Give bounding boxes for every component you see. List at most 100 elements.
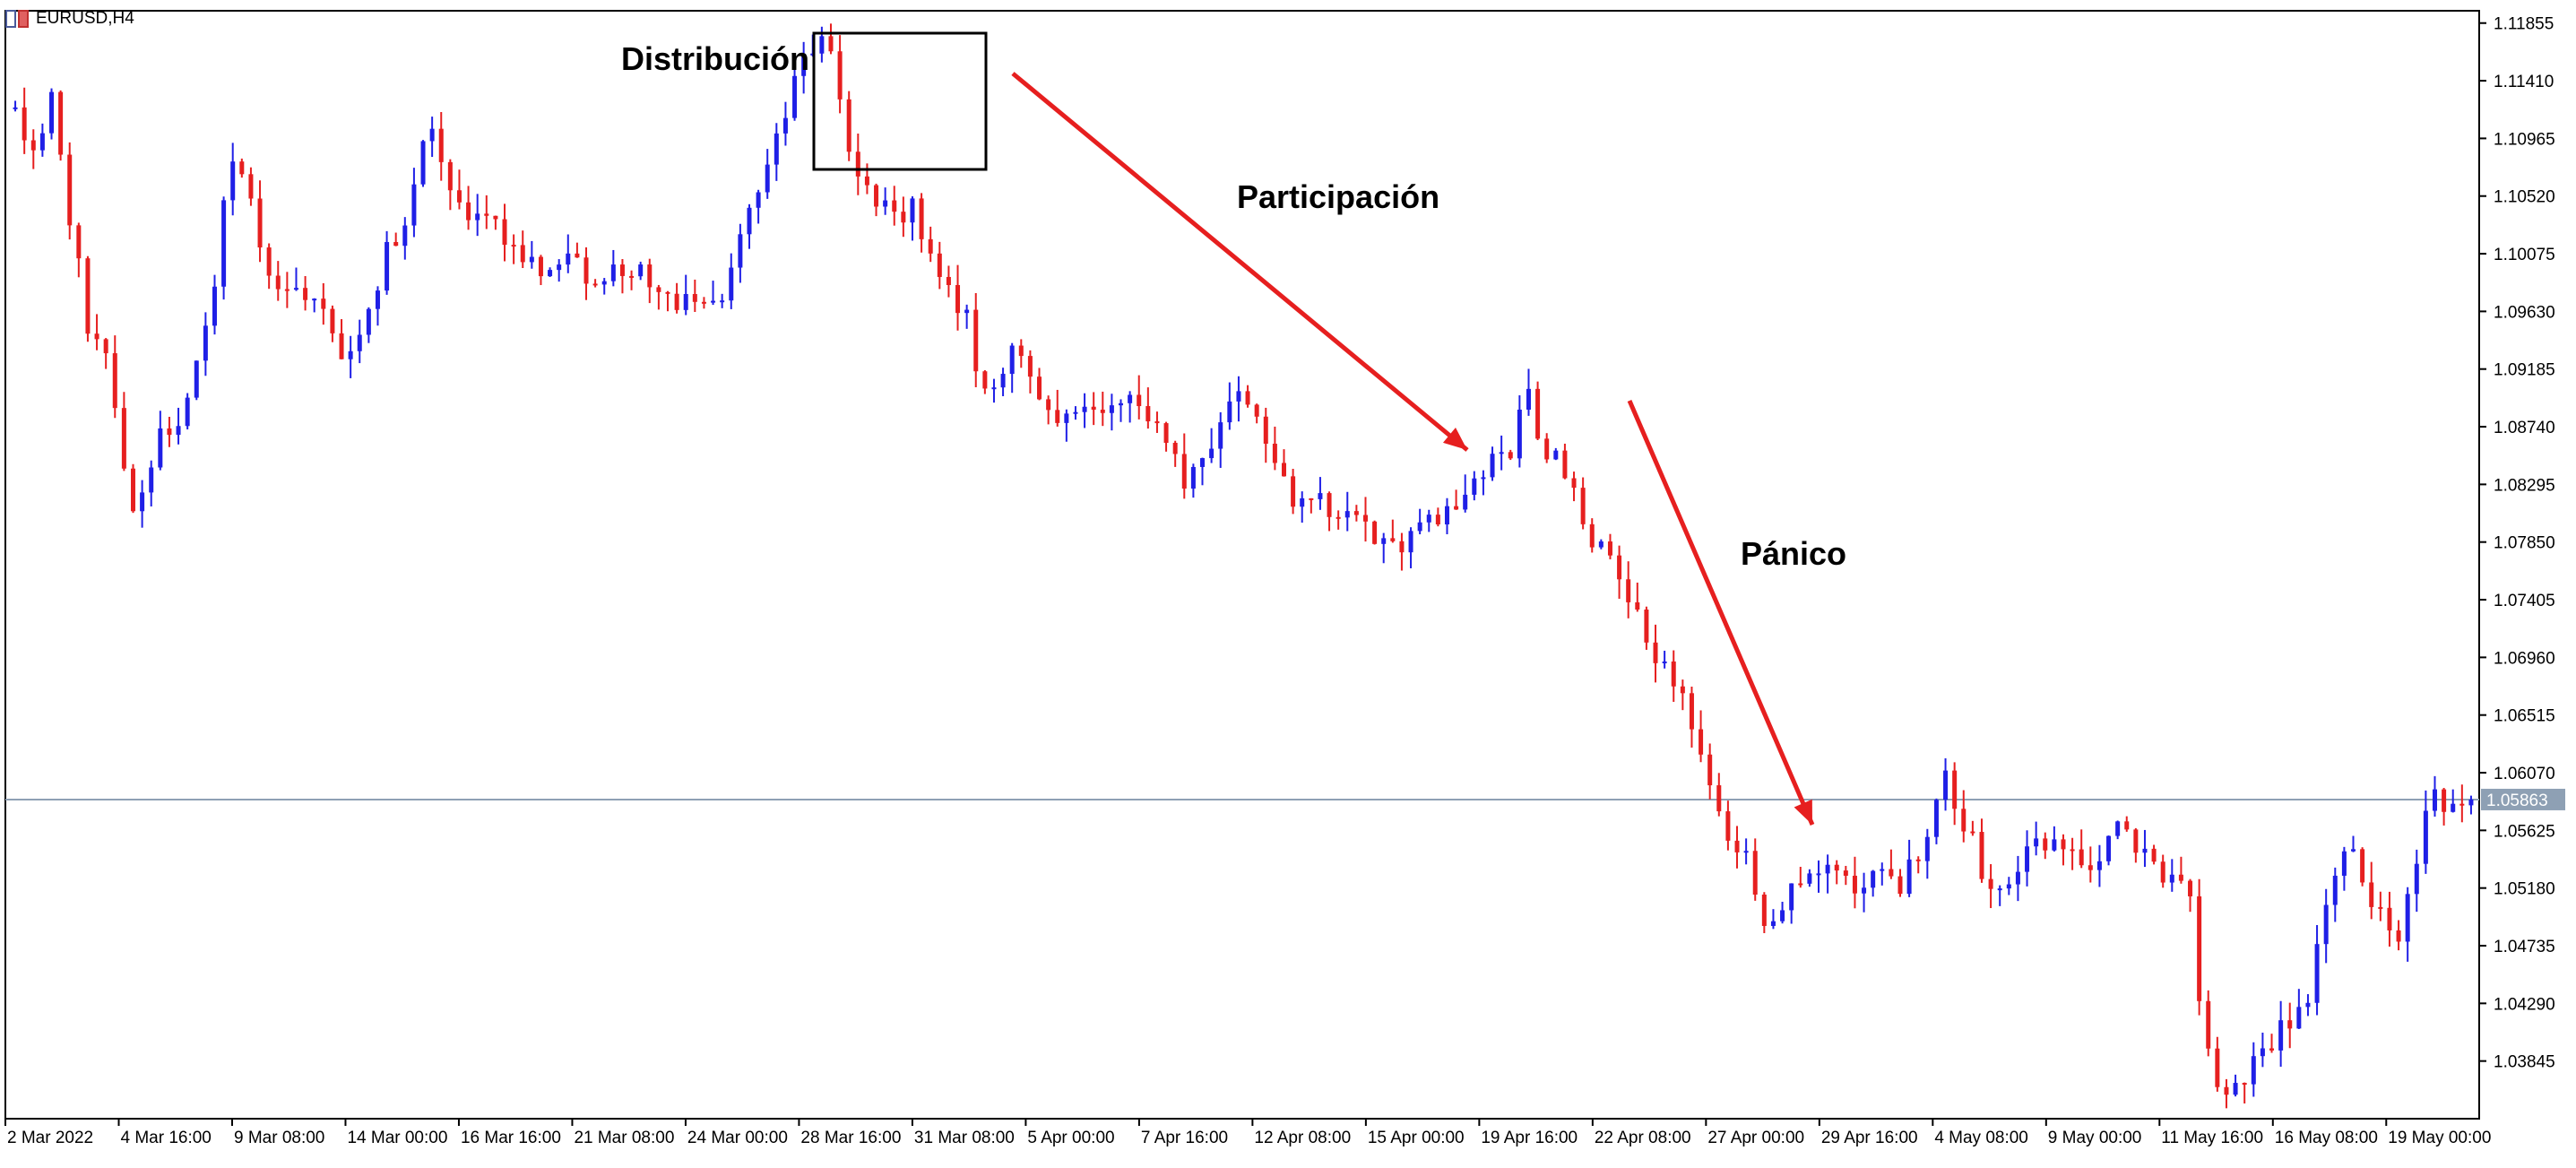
candle-body bbox=[230, 161, 236, 201]
x-tick-label: 19 May 00:00 bbox=[2388, 1129, 2491, 1147]
x-tick-label: 31 Mar 08:00 bbox=[914, 1129, 1015, 1147]
candle bbox=[2169, 859, 2174, 892]
panic-arrow[interactable] bbox=[1627, 400, 1815, 826]
candle bbox=[456, 169, 462, 210]
candle bbox=[1318, 477, 1323, 510]
candle bbox=[2468, 795, 2474, 815]
candle-body bbox=[1662, 661, 1667, 663]
candle bbox=[774, 123, 779, 181]
candle-body bbox=[1100, 410, 1105, 413]
candle bbox=[1716, 773, 1722, 817]
candle bbox=[2224, 1078, 2229, 1109]
candle bbox=[22, 87, 27, 154]
candle bbox=[1000, 368, 1006, 396]
candle-body bbox=[1209, 448, 1215, 459]
candle-body bbox=[583, 257, 589, 284]
candle bbox=[475, 194, 480, 237]
candle bbox=[1617, 545, 1622, 599]
candle bbox=[1145, 387, 1151, 429]
candle bbox=[1689, 686, 1694, 748]
candle-body bbox=[1871, 870, 1876, 888]
x-tick-label: 21 Mar 08:00 bbox=[574, 1129, 674, 1147]
candle-body bbox=[910, 198, 915, 223]
candle bbox=[1834, 860, 1839, 885]
candle bbox=[1435, 507, 1440, 527]
candle-body bbox=[982, 371, 988, 389]
y-tick-label: 1.08295 bbox=[2494, 476, 2555, 495]
candle-body bbox=[13, 107, 18, 109]
candle bbox=[76, 222, 82, 278]
candle bbox=[738, 223, 743, 283]
candle bbox=[1725, 800, 1731, 851]
candle bbox=[1463, 474, 1468, 513]
candle-body bbox=[94, 333, 99, 340]
candle bbox=[1789, 883, 1794, 924]
chart-window-icon[interactable] bbox=[5, 8, 30, 30]
candle-body bbox=[919, 198, 924, 239]
x-tick-label: 24 Mar 00:00 bbox=[687, 1129, 788, 1147]
distribution-box[interactable] bbox=[812, 31, 988, 171]
candle-body bbox=[2025, 846, 2030, 872]
candle bbox=[348, 335, 353, 378]
x-tick-label: 4 May 08:00 bbox=[1934, 1129, 2028, 1147]
candle-body bbox=[112, 353, 117, 409]
candle bbox=[2034, 821, 2039, 856]
x-tick-label: 27 Apr 00:00 bbox=[1707, 1129, 1804, 1147]
candle bbox=[2197, 878, 2202, 1016]
candle bbox=[1499, 435, 1504, 471]
candle bbox=[1454, 489, 1459, 510]
participation-arrow[interactable] bbox=[1011, 72, 1469, 452]
candle-body bbox=[266, 247, 272, 276]
candle-body bbox=[2260, 1048, 2265, 1057]
candle bbox=[221, 196, 227, 300]
candle-body bbox=[1943, 770, 1949, 800]
candle-body bbox=[2043, 838, 2048, 851]
candle-body bbox=[330, 308, 335, 333]
candle bbox=[2459, 784, 2465, 823]
candle-body bbox=[2115, 821, 2121, 836]
candle-body bbox=[1372, 521, 1378, 544]
candle bbox=[575, 242, 580, 258]
candle-body bbox=[167, 428, 172, 436]
candle-body bbox=[1707, 754, 1713, 786]
candle-body bbox=[2142, 848, 2148, 853]
candle bbox=[1906, 839, 1912, 897]
candle bbox=[801, 41, 807, 94]
candle bbox=[2215, 1036, 2220, 1092]
candle bbox=[275, 261, 281, 301]
candle bbox=[1580, 477, 1586, 530]
candle-body bbox=[1807, 873, 1812, 884]
candle-body bbox=[1481, 477, 1486, 480]
candle-body bbox=[2433, 789, 2438, 811]
candle bbox=[140, 480, 145, 528]
candle-body bbox=[674, 293, 679, 310]
y-tick-label: 1.06960 bbox=[2494, 649, 2555, 668]
candle bbox=[1961, 790, 1967, 843]
candle-body bbox=[2414, 863, 2419, 895]
candle-body bbox=[1082, 406, 1087, 412]
candle bbox=[1408, 527, 1413, 568]
candle-body bbox=[484, 213, 489, 216]
candle-body bbox=[221, 200, 227, 287]
candle-body bbox=[1009, 345, 1015, 375]
candle bbox=[185, 393, 190, 430]
candle bbox=[2188, 878, 2193, 913]
candle-body bbox=[393, 242, 399, 247]
candle bbox=[2151, 844, 2157, 865]
candle bbox=[48, 88, 54, 140]
candle bbox=[2269, 1034, 2275, 1053]
candle bbox=[1472, 471, 1477, 501]
x-tick-label: 16 May 08:00 bbox=[2275, 1129, 2378, 1147]
candle-body bbox=[901, 212, 906, 223]
candle bbox=[103, 338, 108, 369]
candle bbox=[1263, 407, 1268, 463]
candle-body bbox=[629, 275, 635, 278]
candle-body bbox=[1816, 873, 1821, 876]
y-tick-label: 1.07405 bbox=[2494, 592, 2555, 610]
candle bbox=[94, 314, 99, 350]
candle bbox=[765, 149, 770, 199]
candle-body bbox=[447, 161, 453, 191]
candle bbox=[982, 369, 988, 394]
